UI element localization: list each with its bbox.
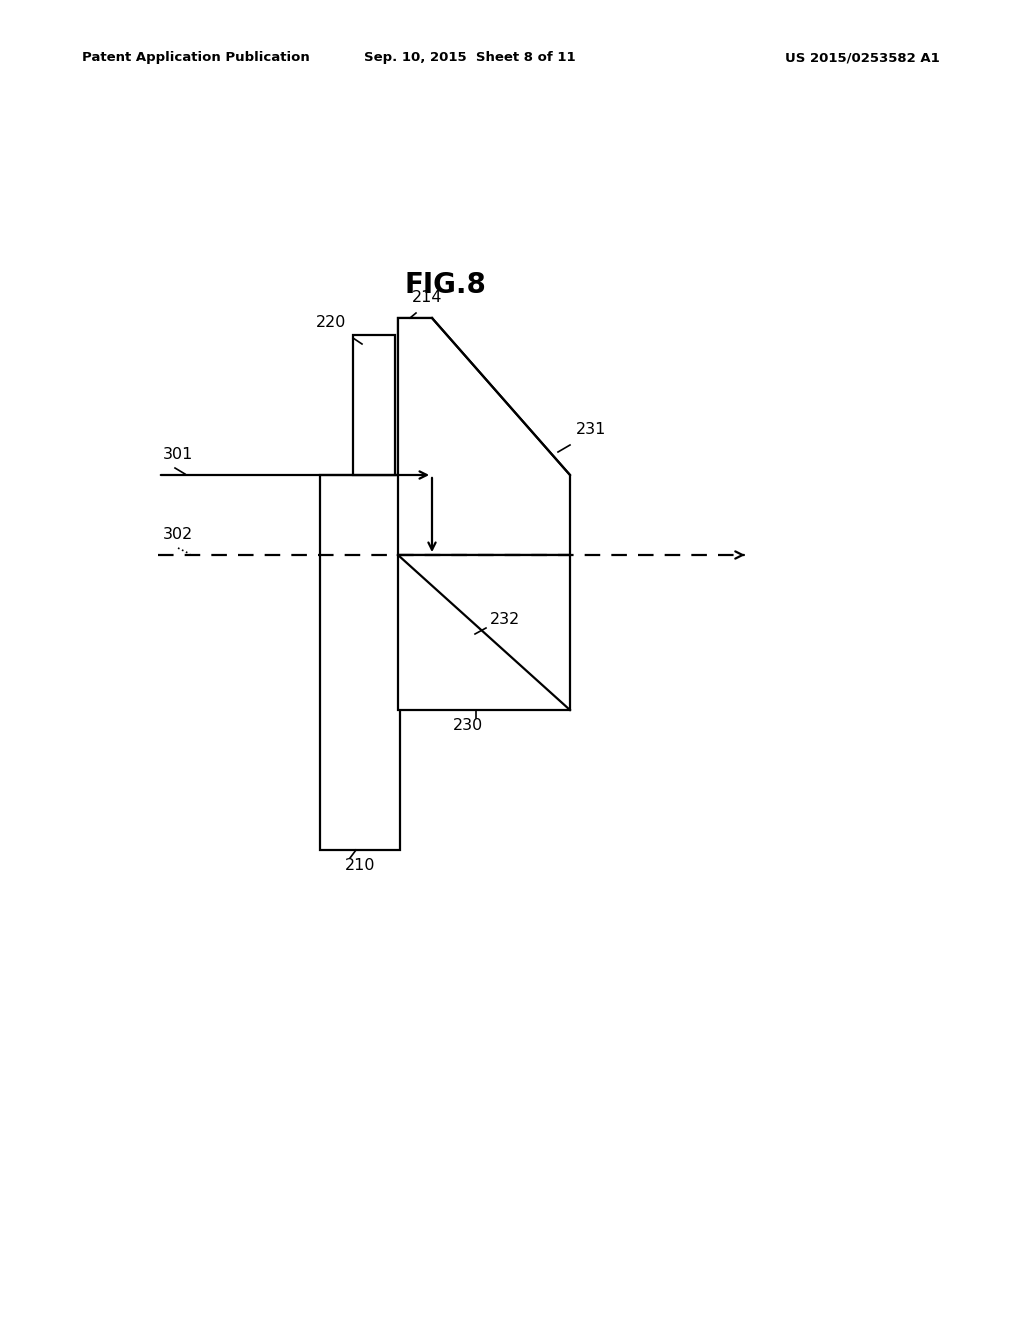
Text: 230: 230 — [453, 718, 483, 733]
Text: 210: 210 — [345, 858, 375, 873]
Text: Patent Application Publication: Patent Application Publication — [82, 51, 309, 65]
Text: 220: 220 — [315, 315, 346, 330]
Text: 232: 232 — [490, 612, 520, 627]
Text: 231: 231 — [575, 422, 606, 437]
Text: US 2015/0253582 A1: US 2015/0253582 A1 — [785, 51, 940, 65]
Text: 301: 301 — [163, 447, 194, 462]
Bar — [398, 554, 570, 710]
Bar — [398, 318, 432, 475]
Text: Sep. 10, 2015  Sheet 8 of 11: Sep. 10, 2015 Sheet 8 of 11 — [365, 51, 575, 65]
Bar — [353, 335, 395, 475]
Bar — [319, 475, 400, 850]
Text: 302: 302 — [163, 527, 194, 543]
Text: 214: 214 — [412, 290, 442, 305]
Polygon shape — [398, 318, 570, 554]
Text: FIG.8: FIG.8 — [404, 271, 486, 300]
